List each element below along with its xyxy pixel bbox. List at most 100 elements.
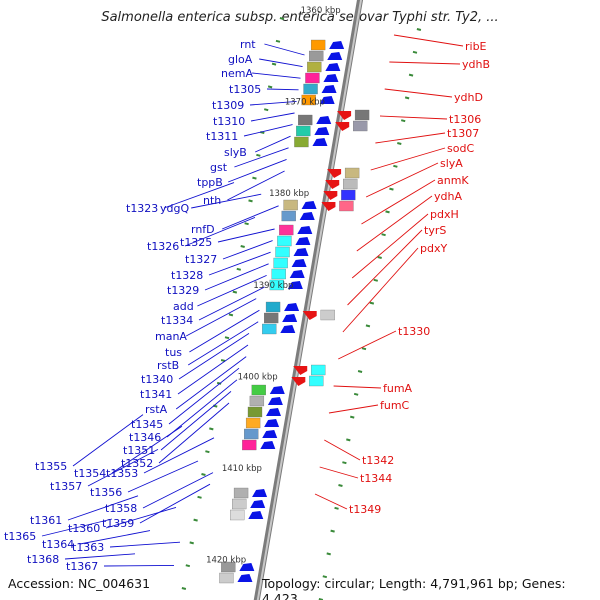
gene-box [294, 136, 309, 148]
gene-box [296, 125, 311, 137]
gene-box [271, 268, 286, 280]
gene-label: t1341 [140, 388, 172, 401]
leader-line [105, 506, 177, 529]
gene-box [275, 246, 290, 258]
gene-label: tyrS [424, 224, 446, 237]
gene-label: t1352 [121, 457, 153, 470]
gene-label: t1356 [90, 486, 122, 499]
gene-label: t1329 [167, 284, 199, 297]
leader-line [356, 195, 433, 252]
leader-line [264, 43, 305, 56]
track-dash [338, 484, 343, 487]
track-dash [346, 438, 351, 442]
track-dash [248, 199, 253, 203]
leader-line [103, 564, 175, 567]
leader-line [127, 460, 199, 493]
leader-line [143, 437, 215, 474]
track-dash [197, 495, 202, 499]
gene-arrow [323, 74, 339, 82]
track-dash [377, 256, 382, 259]
gene-label: t1353 [106, 467, 138, 480]
scale-label: 1370 kbp [285, 98, 325, 108]
gene-arrow [280, 325, 296, 333]
leader-line [178, 333, 250, 380]
track-dash [373, 278, 379, 282]
leader-line [370, 147, 446, 171]
gene-box [354, 109, 370, 121]
track-dash [353, 392, 359, 396]
gene-label: t1311 [206, 130, 238, 143]
track-dash [404, 96, 410, 100]
gene-box [339, 200, 354, 212]
gene-label: tppB [197, 176, 223, 189]
leader-line [198, 286, 265, 321]
track-dash [400, 119, 406, 123]
gene-label: t1360 [68, 522, 100, 535]
gene-arrow [323, 191, 338, 200]
gene-arrow [265, 408, 281, 416]
gene-label: t1346 [129, 431, 161, 444]
leader-line [342, 247, 419, 333]
track-dash [216, 381, 222, 385]
gene-label: t1340 [141, 373, 173, 386]
gene-arrow [335, 122, 350, 131]
gene-box [281, 210, 296, 222]
leader-line [197, 274, 267, 307]
gene-arrow [239, 563, 255, 571]
track-dash [201, 473, 206, 476]
track-dash [412, 50, 418, 54]
gene-arrow [321, 85, 337, 93]
gene-box [265, 301, 281, 313]
gene-label: t1367 [66, 560, 98, 573]
leader-line [175, 356, 247, 410]
gene-box [273, 257, 288, 269]
leader-line [255, 135, 291, 153]
track-dash [267, 85, 273, 89]
track-dash [381, 233, 386, 237]
gene-label: ydhD [454, 91, 483, 104]
gene-arrow [295, 237, 311, 245]
gene-label: manA [155, 330, 187, 343]
leader-line [109, 541, 181, 548]
gene-box [320, 309, 335, 321]
scale-label: 1390 kbp [253, 281, 293, 291]
gene-arrow [319, 96, 335, 104]
gene-label: ydhB [462, 58, 490, 71]
gene-label: t1363 [72, 541, 104, 554]
gene-arrow [252, 489, 268, 497]
scale-label: 1380 kbp [269, 189, 309, 199]
gene-arrow [282, 314, 298, 322]
gene-label: t1326 [147, 240, 179, 253]
gene-label: t1310 [213, 115, 245, 128]
gene-label: t1355 [35, 460, 67, 473]
gene-label: t1357 [50, 480, 82, 493]
track-dash [357, 370, 363, 373]
gene-box [247, 406, 263, 418]
accession-label: Accession: NC_004631 [8, 576, 151, 591]
leader-line [227, 170, 285, 201]
track-dash [263, 108, 269, 112]
leader-line [252, 72, 301, 79]
gene-arrow [325, 63, 341, 71]
leader-line [177, 344, 249, 395]
gene-arrow [301, 201, 317, 209]
track-dash [416, 28, 422, 31]
gene-label: gst [210, 161, 228, 174]
gene-box [251, 384, 266, 396]
track-dash [397, 142, 402, 145]
gene-label: t1306 [449, 113, 481, 126]
gene-label: t1334 [161, 314, 193, 327]
gene-box [307, 61, 322, 73]
gene-arrow [327, 52, 343, 60]
gene-arrow [291, 259, 307, 267]
genome-title: Salmonella enterica subsp. enterica sero… [101, 10, 499, 25]
track-dash [326, 552, 331, 556]
leader-line [163, 182, 235, 209]
track-dash [369, 301, 375, 305]
gene-arrow [327, 169, 342, 178]
gene-label: t1323 [126, 202, 158, 215]
gene-label: t1354 [74, 467, 106, 480]
leader-line [250, 112, 295, 122]
leader-line [160, 391, 232, 451]
